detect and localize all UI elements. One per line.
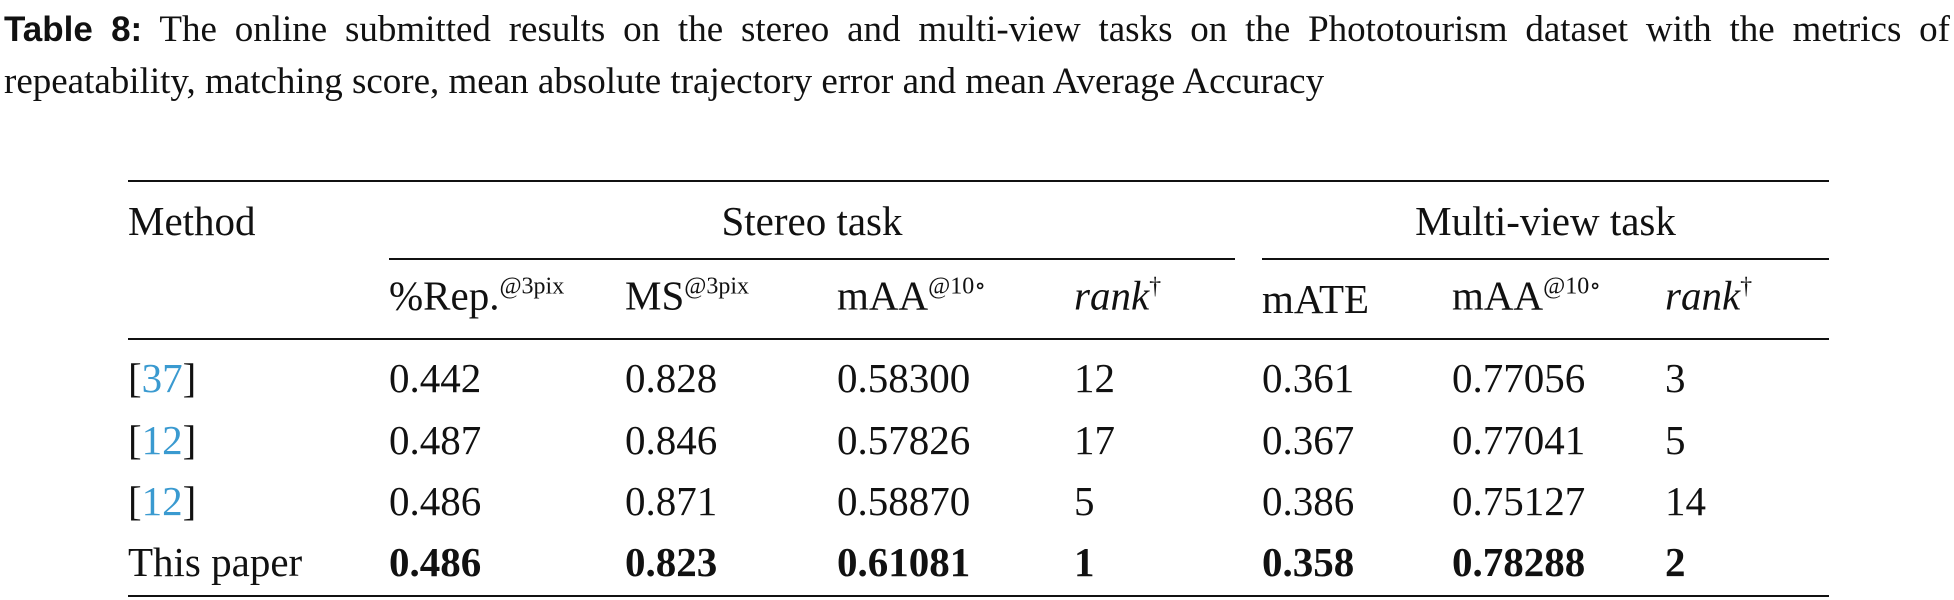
cell: 5: [1665, 417, 1686, 463]
cell: 0.361: [1262, 355, 1355, 401]
cell: 0.486: [389, 539, 482, 585]
column-name: mATE: [1262, 276, 1370, 322]
cell: 0.871: [625, 478, 718, 524]
column-superscript: @10∘: [1543, 273, 1601, 300]
column-superscript: @3pix: [684, 273, 750, 300]
method-text: [: [128, 478, 142, 524]
column-header: rank†: [1074, 271, 1161, 328]
caption: Table 8: The online submitted results on…: [4, 4, 1950, 108]
column-name: rank: [1665, 272, 1741, 319]
cell: 1: [1074, 539, 1095, 585]
cell: 0.487: [389, 417, 482, 463]
cell: 0.78288: [1452, 539, 1586, 585]
column-header: %Rep.@3pix: [389, 271, 564, 328]
top-rule: [128, 180, 1829, 182]
cell: 2: [1665, 539, 1686, 585]
column-superscript: †: [1740, 273, 1753, 300]
method-text: ]: [182, 355, 197, 401]
column-header: rank†: [1665, 271, 1752, 328]
method-text: [: [128, 355, 142, 401]
column-header: mATE: [1262, 274, 1369, 324]
cell: 3: [1665, 355, 1686, 401]
column-header: mAA@10∘: [837, 271, 986, 328]
column-superscript: @3pix: [499, 273, 565, 300]
method-text: ]: [182, 417, 197, 463]
method-text: This paper: [128, 539, 303, 585]
cell: 0.486: [389, 478, 482, 524]
citation: 12: [141, 478, 183, 524]
citation: 12: [141, 417, 183, 463]
cell: 0.61081: [837, 539, 971, 585]
cell: 0.77041: [1452, 417, 1586, 463]
column-superscript: @10∘: [928, 273, 986, 300]
group-header: Stereo task: [721, 198, 903, 244]
column-name: mAA: [1452, 272, 1544, 319]
method-text: [: [128, 417, 142, 463]
method-cell: This paper: [128, 537, 302, 587]
cell: 0.77056: [1452, 355, 1586, 401]
cell: 0.846: [625, 417, 718, 463]
group-header: Multi-view task: [1415, 198, 1676, 244]
cell: 14: [1665, 478, 1706, 524]
group-rule: [1262, 258, 1829, 260]
mid-rule: [128, 338, 1829, 340]
column-name: mAA: [837, 272, 929, 319]
cell: 0.358: [1262, 539, 1355, 585]
column-header: MS@3pix: [625, 271, 749, 328]
method-header: Method: [128, 198, 256, 244]
cell: 17: [1074, 417, 1115, 463]
cell: 12: [1074, 355, 1115, 401]
method-cell: [37]: [128, 353, 196, 403]
column-superscript: †: [1149, 273, 1162, 300]
cell: 0.57826: [837, 417, 971, 463]
method-cell: [12]: [128, 476, 196, 526]
cell: 0.823: [625, 539, 718, 585]
citation: 37: [141, 355, 183, 401]
cell: 5: [1074, 478, 1095, 524]
column-name: MS: [625, 272, 685, 319]
group-rule: [389, 258, 1235, 260]
method-cell: [12]: [128, 415, 196, 465]
column-name: rank: [1074, 272, 1150, 319]
column-name: %Rep.: [389, 272, 500, 319]
cell: 0.58870: [837, 478, 971, 524]
bottom-rule: [128, 595, 1829, 597]
caption-text: The online submitted results on the ster…: [4, 9, 1950, 102]
caption-label: Table 8:: [4, 10, 143, 49]
cell: 0.58300: [837, 355, 971, 401]
cell: 0.75127: [1452, 478, 1586, 524]
cell: 0.367: [1262, 417, 1355, 463]
column-header: mAA@10∘: [1452, 271, 1601, 328]
cell: 0.828: [625, 355, 718, 401]
cell: 0.386: [1262, 478, 1355, 524]
method-text: ]: [182, 478, 197, 524]
cell: 0.442: [389, 355, 482, 401]
